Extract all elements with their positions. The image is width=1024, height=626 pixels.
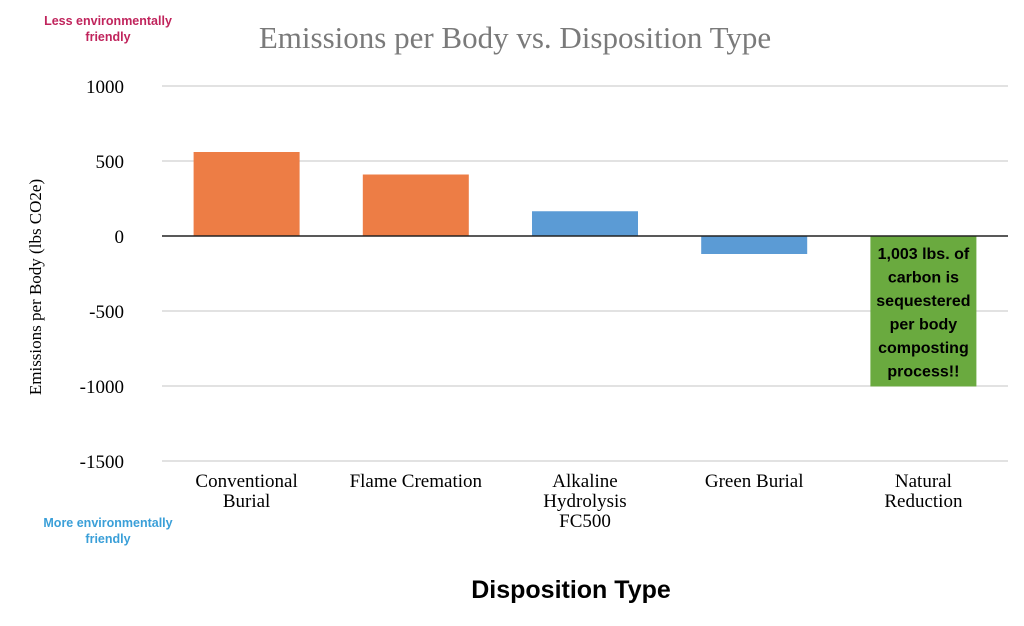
- x-tick-label: Natural: [895, 471, 952, 492]
- x-tick-label: Flame Cremation: [350, 471, 483, 492]
- bar: [701, 236, 808, 254]
- x-axis-label: Disposition Type: [471, 576, 671, 604]
- x-tick-label: Hydrolysis: [543, 491, 626, 512]
- x-tick-label: FC500: [559, 511, 611, 532]
- x-tick-label: Alkaline: [552, 471, 617, 492]
- bar: [870, 236, 977, 387]
- x-tick-label: Conventional: [195, 471, 297, 492]
- more-friendly-note: More environmentally friendly: [43, 516, 173, 546]
- callout-line: carbon is: [888, 270, 959, 287]
- bars: [193, 152, 977, 387]
- x-tick-label: Reduction: [884, 491, 963, 512]
- x-tick-label: Burial: [223, 491, 271, 512]
- callout-line: sequestered: [876, 293, 970, 310]
- y-tick-labels: 1000 500 0 -500 -1000 -1500: [80, 77, 124, 473]
- chart-title: Emissions per Body vs. Disposition Type: [259, 20, 771, 55]
- y-tick-label: -1000: [80, 377, 124, 398]
- callout-text: 1,003 lbs. of carbon is sequestered per bod…: [876, 246, 970, 381]
- callout-line: per body: [890, 317, 958, 334]
- callout-line: composting: [878, 340, 969, 357]
- callout-line: process!!: [887, 364, 959, 381]
- y-axis-label: Emissions per Body (lbs CO2e): [26, 179, 45, 395]
- bar: [193, 152, 300, 236]
- callout-line: 1,003 lbs. of: [878, 246, 970, 263]
- bar: [532, 211, 638, 236]
- less-friendly-note: Less environmentally friendly: [44, 14, 172, 44]
- grid-lines: [162, 85, 1008, 462]
- y-tick-label: 0: [115, 227, 125, 248]
- y-tick-label: 1000: [86, 77, 124, 98]
- y-tick-label: 500: [96, 152, 125, 173]
- bar: [362, 174, 469, 236]
- y-tick-label: -500: [89, 302, 124, 323]
- x-tick-label: Green Burial: [705, 471, 804, 492]
- y-tick-label: -1500: [80, 452, 124, 473]
